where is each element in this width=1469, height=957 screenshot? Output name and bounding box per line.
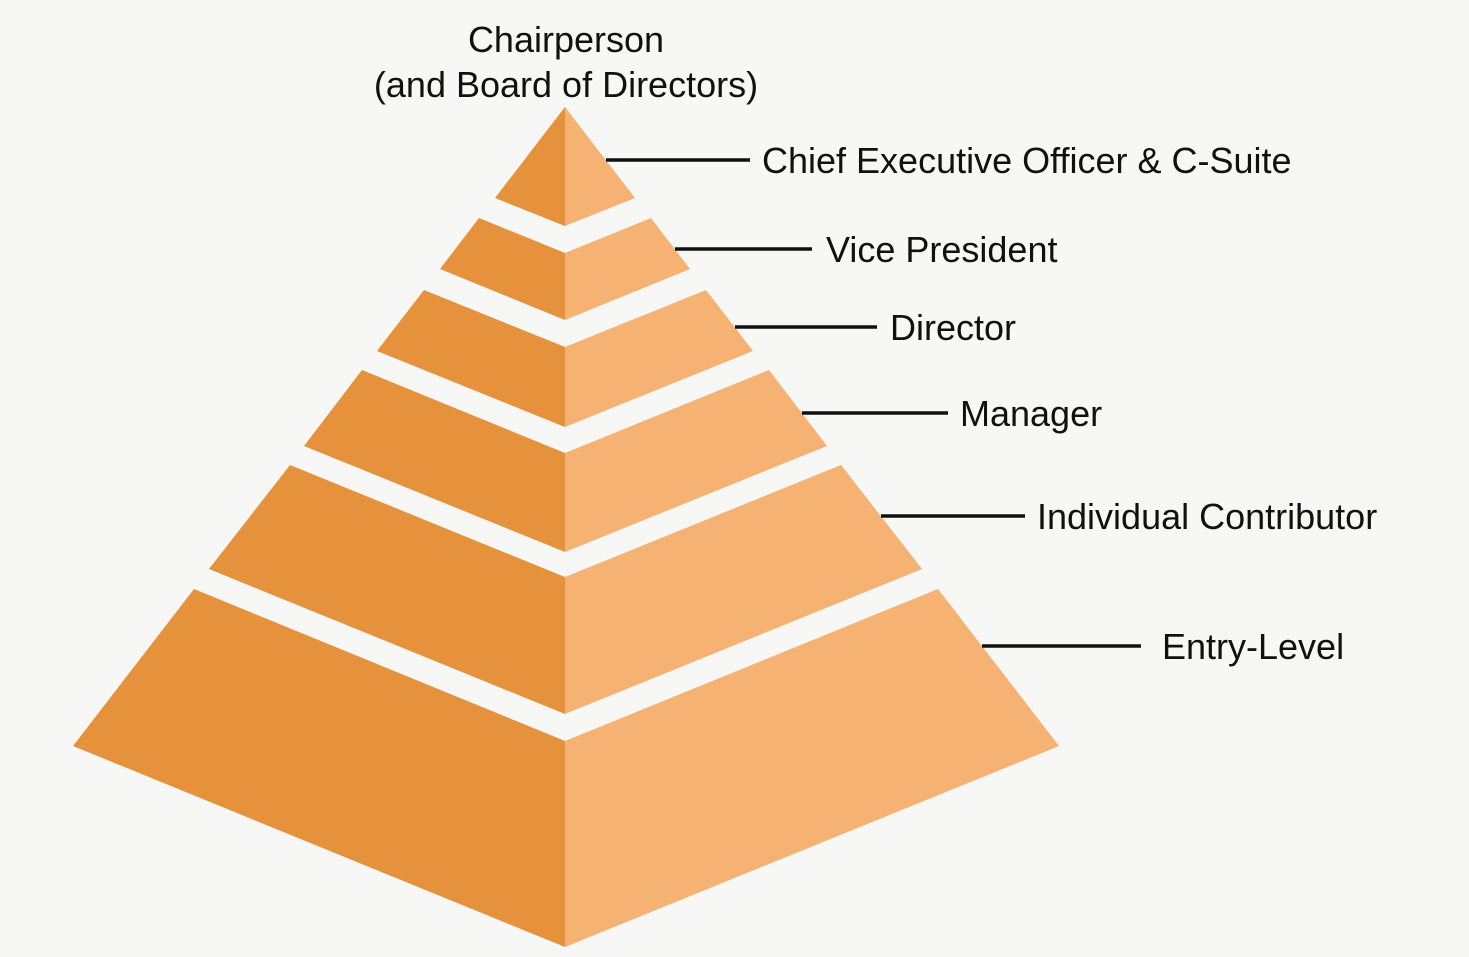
- pyramid-level-director-right-face: [565, 290, 753, 427]
- pyramid-level-manager-left-face: [304, 370, 565, 552]
- pyramid-level-vice-president-right-face: [565, 218, 690, 320]
- pyramid-title-line1: Chairperson: [468, 19, 664, 60]
- pyramid-level-manager: [304, 370, 827, 552]
- pyramid-level-vice-president-left-face: [440, 218, 565, 320]
- pyramid-level-individual-contributor-right-face: [565, 465, 922, 714]
- pyramid-level-manager-right-face: [565, 370, 827, 552]
- pyramid-level-individual-contributor-left-face: [209, 465, 565, 714]
- pyramid-level-ceo-c-suite: [495, 107, 635, 226]
- pyramid-title: Chairperson (and Board of Directors): [374, 19, 758, 105]
- pyramid-level-individual-contributor: [209, 465, 922, 714]
- pyramid-level-director: [377, 290, 753, 427]
- level-labels: Chief Executive Officer & C-Suite Vice P…: [762, 140, 1377, 667]
- pyramid-level-entry-level: [73, 589, 1059, 947]
- level-label-manager: Manager: [960, 393, 1102, 434]
- pyramid-level-ceo-c-suite-left-face: [495, 107, 565, 226]
- level-label-director: Director: [890, 307, 1016, 348]
- pyramid-level-ceo-c-suite-right-face: [565, 107, 635, 226]
- pyramid-level-vice-president: [440, 218, 690, 320]
- pyramid-level-director-left-face: [377, 290, 565, 427]
- pyramid-level-entry-level-left-face: [73, 589, 565, 947]
- level-label-vice-president: Vice President: [826, 229, 1057, 270]
- pyramid-level-entry-level-right-face: [565, 589, 1059, 947]
- pyramid-title-line2: (and Board of Directors): [374, 64, 758, 105]
- leader-lines: [606, 158, 1141, 648]
- level-label-ceo-c-suite: Chief Executive Officer & C-Suite: [762, 140, 1292, 181]
- pyramid: [73, 107, 1059, 947]
- level-label-entry-level: Entry-Level: [1162, 626, 1344, 667]
- level-label-individual-contributor: Individual Contributor: [1037, 496, 1377, 537]
